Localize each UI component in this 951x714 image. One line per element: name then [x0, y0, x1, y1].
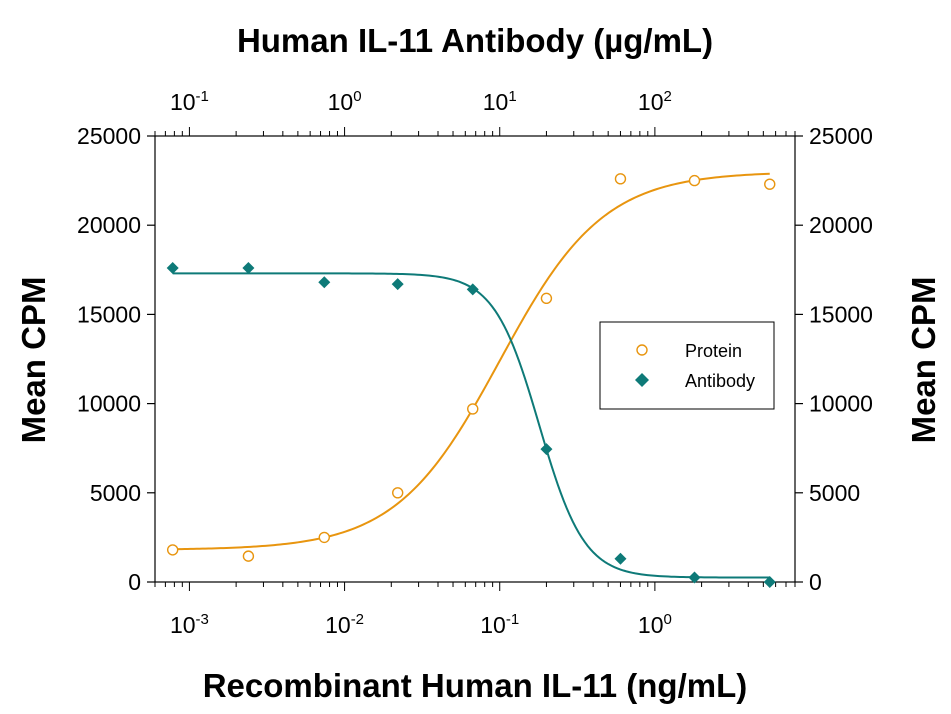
legend: Protein Antibody	[599, 321, 775, 410]
antibody-point	[688, 571, 701, 584]
protein-point	[614, 173, 627, 185]
y-tick-label-left: 15000	[77, 301, 141, 327]
y-tick-label-right: 15000	[809, 301, 873, 327]
top-x-tick-label: 101	[483, 88, 517, 115]
antibody-point	[242, 262, 255, 275]
x-tick-label: 100	[638, 611, 672, 638]
y-tick-label-right: 10000	[809, 391, 873, 417]
y-tick-label-left: 5000	[90, 480, 141, 506]
protein-point	[540, 292, 553, 305]
protein-point	[392, 487, 404, 499]
legend-protein-marker	[636, 344, 648, 356]
top-x-tick-label: 102	[638, 88, 672, 115]
antibody-point	[166, 262, 179, 275]
antibody-point	[763, 576, 776, 588]
x-tick-label: 10-2	[325, 611, 364, 638]
protein-point	[166, 544, 179, 556]
protein-point	[242, 550, 255, 562]
y-tick-label-right: 25000	[809, 123, 873, 149]
y-tick-label-left: 20000	[77, 212, 141, 238]
antibody-point	[318, 276, 331, 289]
antibody-point	[540, 443, 553, 456]
protein-point	[467, 403, 479, 415]
points-layer	[166, 173, 776, 588]
y-tick-label-left: 0	[128, 569, 141, 595]
axes-layer: 0 0 5000 5000 10000 10000 15000 15000 20000 20000…	[77, 88, 873, 638]
top-x-tick-label: 100	[328, 88, 362, 115]
antibody-point	[614, 552, 627, 565]
legend-protein-label: Protein	[685, 341, 742, 361]
y-axis-label-left: Mean CPM	[15, 277, 52, 444]
legend-antibody-label: Antibody	[685, 371, 755, 391]
protein-point	[318, 531, 330, 544]
plot-frame	[154, 135, 796, 583]
top-x-tick-label: 10-1	[170, 88, 209, 115]
chart-title: Human IL-11 Antibody (µg/mL)	[237, 22, 713, 59]
y-axis-label-right: Mean CPM	[905, 277, 942, 444]
y-tick-label-left: 10000	[77, 391, 141, 417]
protein-point	[688, 174, 701, 187]
protein-point	[764, 178, 776, 190]
legend-antibody-marker	[635, 373, 649, 387]
legend-box	[599, 321, 775, 410]
fit-curve-antibody	[172, 272, 770, 579]
x-axis-label: Recombinant Human IL-11 (ng/mL)	[203, 667, 748, 704]
antibody-point	[466, 283, 479, 296]
x-tick-label: 10-1	[480, 611, 519, 638]
y-tick-label-right: 0	[809, 569, 822, 595]
y-tick-label-right: 5000	[809, 480, 860, 506]
x-tick-label: 10-3	[170, 611, 209, 638]
antibody-point	[391, 278, 404, 291]
y-tick-label-left: 25000	[77, 123, 141, 149]
y-tick-label-right: 20000	[809, 212, 873, 238]
